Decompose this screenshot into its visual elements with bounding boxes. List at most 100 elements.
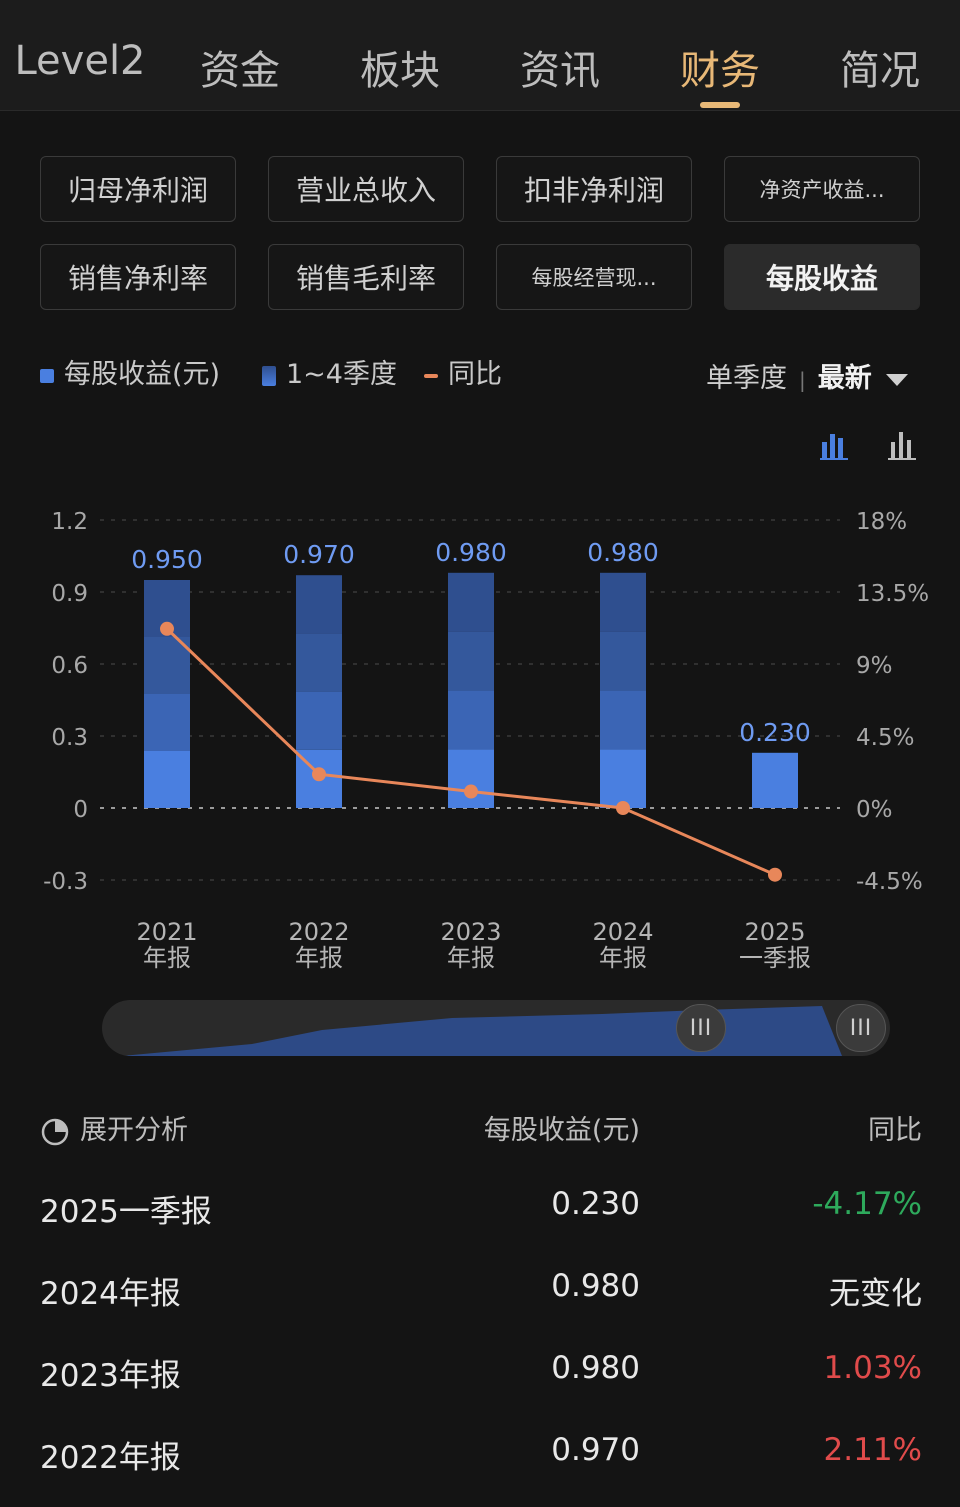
x-tick-year: 2023: [440, 918, 501, 946]
row-period: 2022年报: [40, 1440, 181, 1476]
row-yoy: 无变化: [829, 1276, 922, 1312]
row-eps: 0.230: [551, 1186, 640, 1222]
row-eps: 0.970: [551, 1432, 640, 1468]
table-row: 2022年报 0.970 2.11%: [40, 1432, 922, 1492]
bar-value-label: 0.980: [587, 538, 659, 567]
x-tick-year: 2022: [288, 918, 349, 946]
bar-segment: [600, 690, 646, 750]
single-quarter-option[interactable]: 单季度: [706, 363, 787, 394]
column-header-yoy: 同比: [868, 1115, 922, 1146]
active-tab-indicator: [700, 102, 740, 108]
x-tick-period: 年报: [599, 944, 647, 972]
stacked-bar-chart-icon[interactable]: [818, 428, 852, 462]
tab-level2[interactable]: Level2: [14, 38, 146, 84]
bar-segment: [600, 631, 646, 691]
bar-value-label: 0.230: [739, 718, 811, 747]
table-row: 2024年报 0.980 无变化: [40, 1268, 922, 1328]
legend-yoy-label: 同比: [448, 359, 502, 390]
tab-news[interactable]: 资讯: [520, 48, 600, 94]
row-eps: 0.980: [551, 1350, 640, 1386]
range-slider-right-handle[interactable]: III: [836, 1004, 886, 1052]
y-tick-left: 0.9: [51, 581, 88, 607]
row-period: 2023年报: [40, 1358, 181, 1394]
row-yoy: 2.11%: [823, 1432, 922, 1468]
tab-finance[interactable]: 财务: [680, 48, 760, 94]
yoy-point: [312, 767, 326, 782]
yoy-point: [768, 867, 782, 882]
metric-revenue-button[interactable]: 营业总收入: [268, 156, 464, 222]
range-slider-preview: [122, 1006, 842, 1056]
period-mode-selector[interactable]: 单季度 | 最新: [706, 356, 908, 395]
legend-eps-swatch: [40, 368, 54, 383]
x-tick-period: 年报: [447, 944, 495, 972]
x-tick-period: 年报: [143, 944, 191, 972]
bar-value-label: 0.950: [131, 545, 203, 574]
metric-roe-button[interactable]: 净资产收益...: [724, 156, 920, 222]
tab-funds[interactable]: 资金: [200, 48, 280, 94]
y-tick-left: -0.3: [43, 869, 88, 895]
expand-analysis-button[interactable]: 展开分析: [40, 1108, 188, 1147]
metric-operating-cashflow-button[interactable]: 每股经营现...: [496, 244, 692, 310]
eps-chart: 1.2 18% 0.9 13.5% 0.6 9% 0.3 4.5% 0 0% -0.3 -4.5% 0.…: [43, 509, 929, 972]
y-tick-right: 4.5%: [856, 725, 914, 751]
y-tick-left: 0.3: [51, 725, 88, 751]
row-yoy: -4.17%: [812, 1186, 922, 1222]
latest-option[interactable]: 最新: [817, 363, 872, 394]
bar-segment: [448, 572, 494, 632]
y-tick-right: -4.5%: [856, 869, 923, 895]
expand-analysis-label: 展开分析: [80, 1115, 188, 1146]
yoy-point: [464, 784, 478, 799]
y-tick-right: 0%: [856, 797, 893, 823]
bar-chart-icon[interactable]: [886, 428, 920, 462]
x-tick-year: 2024: [592, 918, 653, 946]
bar-segment: [296, 633, 342, 692]
legend-eps-label: 每股收益(元): [64, 359, 221, 390]
row-period: 2025一季报: [40, 1194, 212, 1230]
table-row: 2023年报 0.980 1.03%: [40, 1350, 922, 1410]
y-tick-right: 13.5%: [856, 581, 929, 607]
bar-segment: [296, 691, 342, 750]
bar-segment: [448, 631, 494, 691]
range-slider-track[interactable]: [102, 1000, 890, 1056]
x-tick-period: 年报: [295, 944, 343, 972]
bar-segment: [448, 690, 494, 750]
chevron-down-icon[interactable]: [885, 373, 908, 386]
mode-separator: |: [799, 368, 806, 392]
y-tick-right: 18%: [856, 509, 907, 535]
tab-sector[interactable]: 板块: [360, 48, 440, 94]
y-tick-left: 1.2: [51, 509, 88, 535]
legend-quarters[interactable]: 1~4季度: [262, 352, 397, 391]
legend-eps[interactable]: 每股收益(元): [40, 352, 220, 391]
metric-gross-margin-button[interactable]: 销售毛利率: [268, 244, 464, 310]
bar-value-label: 0.980: [435, 538, 507, 567]
range-slider-left-handle[interactable]: III: [676, 1004, 726, 1052]
y-tick-left: 0: [73, 797, 88, 823]
metric-net-profit-button[interactable]: 归母净利润: [40, 156, 236, 222]
yoy-point: [160, 621, 174, 636]
bar-segment: [144, 637, 190, 694]
metric-net-margin-button[interactable]: 销售净利率: [40, 244, 236, 310]
metric-deducted-profit-button[interactable]: 扣非净利润: [496, 156, 692, 222]
top-nav: Level2 资金 板块 资讯 财务 简况: [0, 0, 960, 111]
bar-segment: [752, 752, 798, 808]
x-tick-year: 2025: [744, 918, 805, 946]
pie-chart-icon: [41, 1118, 69, 1145]
row-yoy: 1.03%: [823, 1350, 922, 1386]
column-header-eps: 每股收益(元): [483, 1115, 640, 1146]
table-row: 2025一季报 0.230 -4.17%: [40, 1186, 922, 1246]
row-eps: 0.980: [551, 1268, 640, 1304]
legend-yoy[interactable]: 同比: [424, 352, 502, 391]
legend-yoy-swatch: [424, 373, 438, 378]
bar-segment: [144, 751, 190, 808]
bar-segment: [448, 749, 494, 808]
tab-profile[interactable]: 简况: [840, 48, 920, 94]
bar-segment: [600, 749, 646, 808]
bar-segment: [600, 572, 646, 632]
legend-quarters-label: 1~4季度: [286, 359, 397, 390]
legend-quarters-swatch: [262, 365, 276, 386]
y-tick-left: 0.6: [51, 653, 88, 679]
bar-segment: [296, 575, 342, 634]
metric-eps-button[interactable]: 每股收益: [724, 244, 920, 310]
yoy-point: [616, 801, 630, 815]
bar-value-label: 0.970: [283, 540, 355, 569]
